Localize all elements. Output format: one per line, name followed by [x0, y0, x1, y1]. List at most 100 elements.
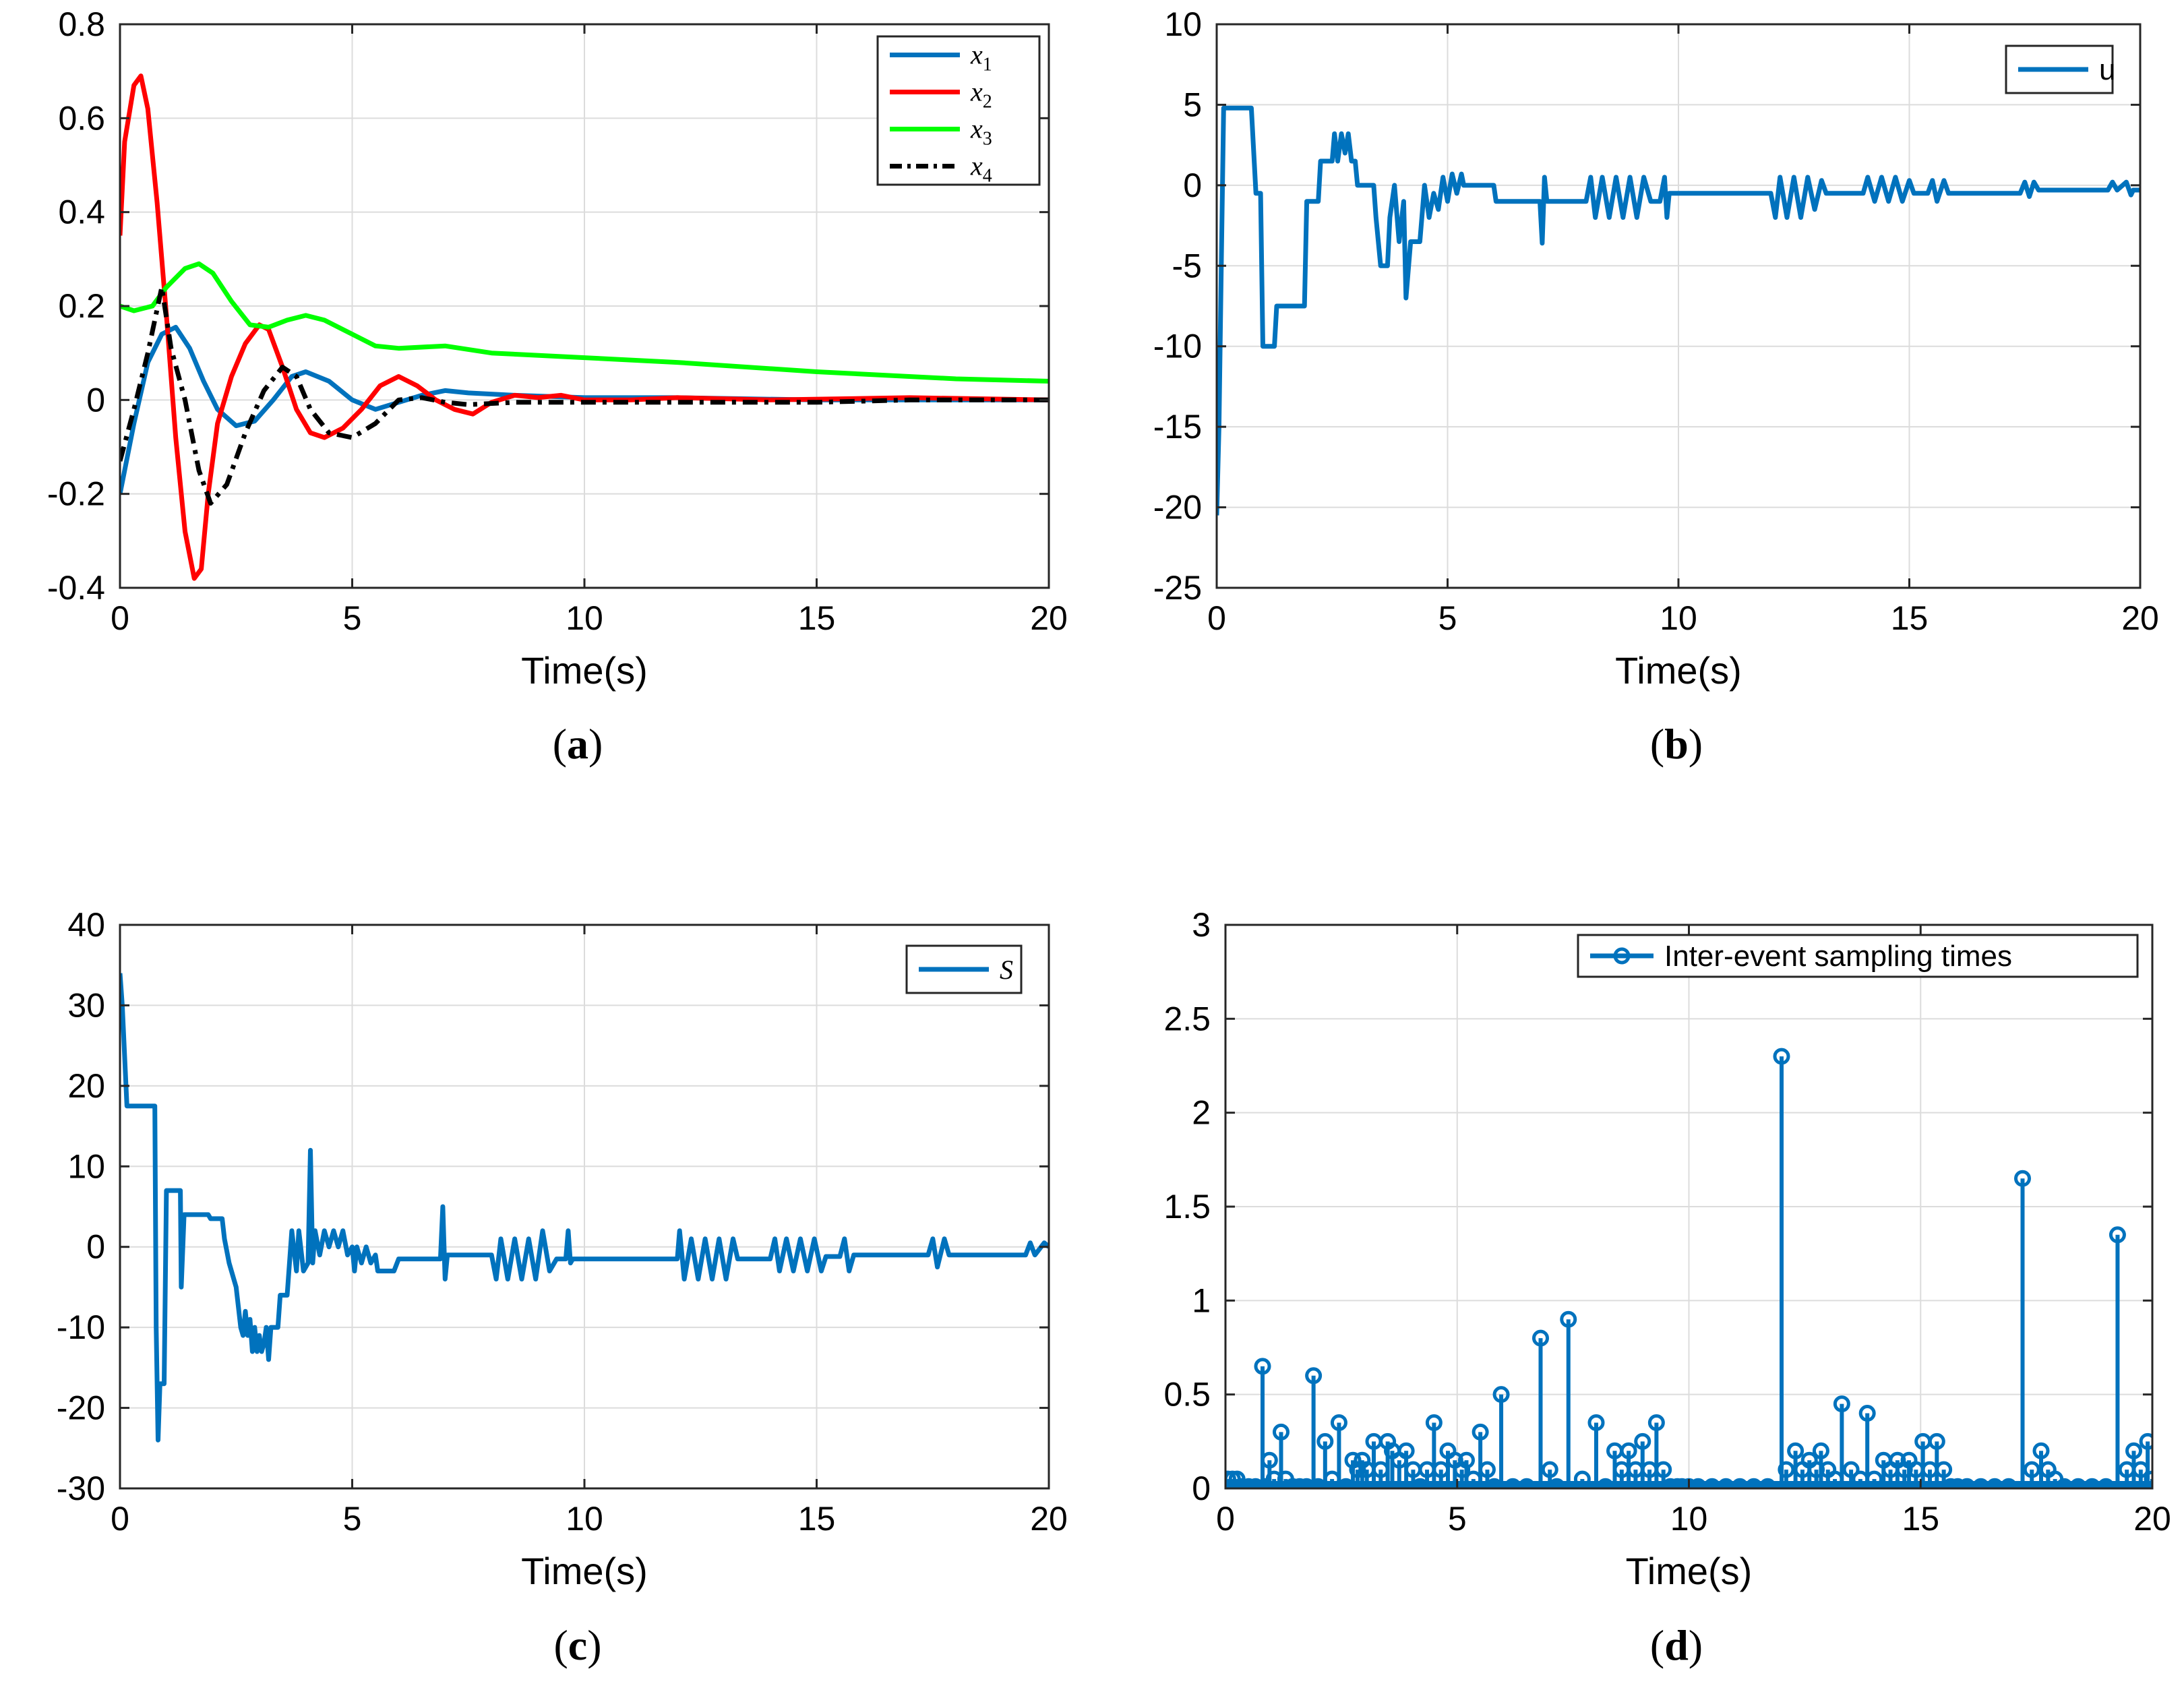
y-tick-label: 0 [86, 1228, 105, 1266]
x-tick-label: 5 [1448, 1500, 1467, 1538]
legend-box [1577, 934, 2139, 978]
stem-marker [1833, 1395, 1850, 1413]
x-tick-label: 10 [1660, 599, 1697, 637]
data-layer [1217, 105, 2140, 516]
x-tick-label: 5 [1438, 599, 1457, 637]
y-tick-label: -20 [57, 1389, 105, 1427]
x-axis-label: Time(s) [521, 649, 648, 692]
caption-letter: a [567, 720, 588, 768]
legend-label-S: S [1000, 955, 1013, 985]
stem-marker [1316, 1432, 1334, 1450]
stem-marker [1541, 1461, 1558, 1478]
series-line-u [1217, 105, 2140, 516]
stem-marker [2014, 1170, 2031, 1187]
stem-marker [1812, 1442, 1829, 1459]
x-tick-label: 10 [566, 1500, 603, 1538]
series-line-S [120, 973, 1049, 1443]
stem-marker [1647, 1414, 1665, 1431]
y-tick-label: 0.5 [1163, 1376, 1211, 1414]
stem-marker [1305, 1367, 1323, 1385]
stem-marker [1397, 1442, 1415, 1459]
stem-marker [2144, 1470, 2152, 1488]
x-axis-label: Time(s) [521, 1550, 648, 1592]
stem-marker [1560, 1310, 1577, 1328]
legend-marker [1613, 947, 1631, 965]
stem-marker [1254, 1358, 1271, 1375]
stem-marker [2023, 1461, 2040, 1478]
x-tick-label: 10 [1670, 1500, 1708, 1538]
legend-label: u [2099, 53, 2115, 86]
caption-paren: ) [588, 720, 603, 768]
data-layer [120, 73, 1049, 581]
x-tick-label: 0 [1216, 1500, 1235, 1538]
stem-marker [2032, 1442, 2050, 1459]
y-tick-label: 0.8 [58, 5, 105, 43]
y-tick-label: 0 [86, 381, 105, 419]
stem-marker [1655, 1461, 1672, 1478]
y-tick-label: -30 [57, 1470, 105, 1507]
data-layer [120, 973, 1049, 1443]
stem-marker [1935, 1461, 1953, 1478]
y-tick-label: 0.6 [58, 99, 105, 137]
legend-label-subscript: 2 [983, 92, 992, 113]
y-tick-label: -25 [1153, 569, 1202, 607]
y-tick-label: 30 [67, 986, 105, 1024]
series-line-x2 [120, 73, 1049, 581]
panel-b: 0 5 10 15 20 -25 -20 -15 -10 -5 0 5 10 Time(s) u (b) [1153, 5, 2159, 768]
stem-marker [1273, 1423, 1290, 1441]
stem-marker [1472, 1423, 1489, 1441]
x-tick-label: 15 [798, 599, 836, 637]
x-tick-label: 5 [343, 599, 362, 637]
panel-d: 0 5 10 15 20 0 0.5 1 1.5 2 2.5 3 Time(s) Inter-event … [1163, 906, 2171, 1669]
x-tick-label: 15 [1891, 599, 1929, 637]
stem-marker [1778, 1461, 1795, 1478]
x-tick-label: 15 [1902, 1500, 1939, 1538]
stem-marker [1634, 1432, 1651, 1450]
caption-letter: d [1664, 1621, 1689, 1669]
caption-paren: ( [553, 720, 567, 768]
x-tick-label: 0 [111, 1500, 129, 1538]
legend-label-x1: x1 [970, 40, 992, 75]
legend-label-x2: x2 [970, 77, 992, 113]
stem-marker [1587, 1414, 1605, 1431]
legend-label-subscript: 1 [983, 55, 992, 75]
legend-label-x3: x3 [970, 114, 992, 150]
x-tick-label: 5 [343, 1500, 362, 1538]
stem-marker [2139, 1432, 2152, 1450]
stem-marker [1787, 1442, 1804, 1459]
panel-caption: (d) [1650, 1621, 1703, 1669]
stem-marker [2125, 1442, 2142, 1459]
panel-caption: (c) [553, 1621, 601, 1669]
x-tick-label: 20 [2121, 599, 2159, 637]
x-axis-label: Time(s) [1626, 1550, 1753, 1592]
panel-a: 0 5 10 15 20-0.4-0.200.20.40.60.8Time(s)x1x2… [47, 5, 1068, 768]
stem-marker [1808, 1461, 1825, 1478]
caption-letter: c [568, 1621, 587, 1669]
y-tick-label: -15 [1153, 408, 1202, 446]
legend-label-subscript: 3 [983, 129, 992, 150]
legend-label-base: x [970, 40, 983, 70]
stem-marker [2109, 1226, 2126, 1244]
legend: Inter-event sampling times [1577, 934, 2139, 978]
legend-label-subscript: 4 [983, 166, 992, 187]
stem-marker [1261, 1451, 1278, 1469]
y-tick-label: 0.2 [58, 287, 105, 325]
legend: u [2005, 44, 2115, 94]
caption-paren: ) [1689, 1621, 1703, 1669]
y-tick-label: -5 [1172, 247, 1202, 284]
caption-paren: ( [553, 1621, 568, 1669]
y-tick-label: 5 [1183, 86, 1202, 123]
y-tick-label: 1.5 [1163, 1188, 1211, 1226]
caption-paren: ) [587, 1621, 601, 1669]
x-tick-label: 0 [111, 599, 129, 637]
stem-marker [1620, 1442, 1637, 1459]
legend-label-base: x [970, 151, 983, 181]
caption-letter: b [1664, 720, 1689, 768]
y-tick-label: 40 [67, 906, 105, 944]
y-tick-label: 2.5 [1163, 1000, 1211, 1037]
panel-c: 0 5 10 15 20 -30 -20 -10 0 10 20 30 40 Time(s) S (c) [57, 906, 1068, 1669]
y-tick-label: 0 [1192, 1470, 1211, 1507]
y-tick-label: 3 [1192, 906, 1211, 944]
legend-label-base: x [970, 77, 983, 107]
stem-marker [1773, 1048, 1790, 1065]
